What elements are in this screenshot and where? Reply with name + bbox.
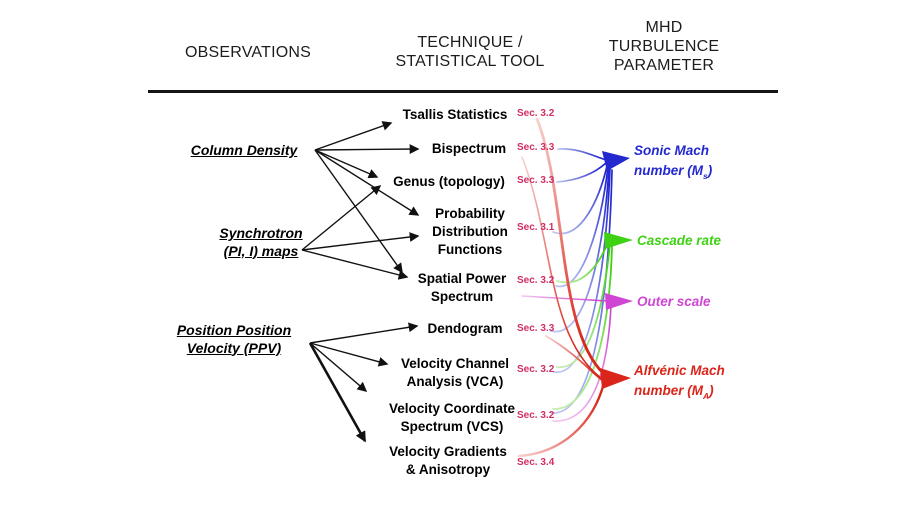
parameter-alfvenic-line2: number (MA) [634,383,714,401]
technique-sps-line: Spatial Power [417,271,507,286]
section-label-bispectrum: Sec. 3.3 [517,142,555,153]
header-divider [148,90,778,93]
technique-velgrad: Velocity Gradients & Anisotropy [358,443,538,479]
observation-ppv-line: Velocity (PPV) [186,339,282,356]
technique-pdf: Probability Distribution Functions [380,205,560,259]
section-label-vcs: Sec. 3.2 [517,410,555,421]
arrow-synchrotron-genus [301,185,382,251]
column-header-parameter-line3: PARAMETER [613,57,715,74]
section-label-dendogram: Sec. 3.3 [517,323,555,334]
column-header-parameter: MHD TURBULENCE PARAMETER [554,18,774,75]
arrow-ppv-vcs [309,342,368,392]
technique-tsallis: Tsallis Statistics [365,106,545,124]
link-genus-sonic [556,162,607,183]
link-dendogram-sonic [550,167,610,333]
parameter-alfvenic: Alfvénic Mach number (MA) [634,361,725,406]
observation-ppv-line: Position Position [176,322,292,338]
technique-dendogram-line: Dendogram [427,321,503,336]
arrowhead-sonic [602,151,630,171]
link-pdf-sonic [552,165,608,235]
arrowhead-cascade [604,232,633,249]
technique-bispectrum: Bispectrum [379,140,559,158]
link-vca-sonic [553,168,611,373]
technique-pdf-line: Functions [437,242,503,257]
arrow-synchrotron-sps [301,249,409,280]
arrowhead-outer [605,293,633,310]
parameter-alfvenic-subscript: A [703,391,710,401]
technique-vcs-line: Velocity Coordinate [388,401,516,416]
arrow-column-density-tsallis [314,121,393,151]
parameter-sonic-subscript: s [703,171,708,181]
technique-vca: Velocity Channel Analysis (VCA) [365,355,545,391]
arrowhead-alfvenic [600,368,631,389]
link-sps-sonic [555,166,609,288]
arrow-column-density-pdf [314,149,420,216]
technique-velgrad-line: & Anisotropy [405,462,491,477]
parameter-sonic-line2: number (Ms) [634,163,713,181]
parameter-outer-line1: Outer scale [637,294,711,309]
section-label-tsallis: Sec. 3.2 [517,108,555,119]
column-header-technique: TECHNIQUE / STATISTICAL TOOL [360,33,580,71]
observation-synchrotron-line: Synchrotron [219,225,303,241]
arrow-ppv-dendogram [309,322,419,344]
arrow-ppv-velgrad [308,342,367,443]
link-vcs-sonic [550,169,613,414]
link-velgrad-alfvenic [517,381,606,458]
link-bispectrum-sonic [557,148,607,161]
observation-ppv: Position Position Velocity (PPV) [149,322,319,357]
section-label-sps: Sec. 3.2 [517,275,555,286]
column-header-parameter-line1: MHD [645,19,683,36]
technique-sps-line: Spectrum [430,289,494,304]
technique-dendogram: Dendogram [375,320,555,338]
section-label-vca: Sec. 3.2 [517,364,555,375]
link-vcs-outer [552,305,612,422]
parameter-cascade-line1: Cascade rate [637,233,722,248]
observation-synchrotron-line: (PI, I) maps [223,242,299,259]
technique-bispectrum-line: Bispectrum [431,141,507,156]
arrow-synchrotron-pdf [301,232,420,251]
technique-vcs: Velocity Coordinate Spectrum (VCS) [362,400,542,436]
link-tsallis-alfvenic [535,117,606,376]
column-header-parameter-line2: TURBULENCE [608,38,720,55]
technique-pdf-line: Probability [435,206,505,221]
arrow-column-density-bispectrum [314,144,420,154]
technique-pdf-line: Distribution [432,224,508,239]
parameter-outer: Outer scale [637,292,711,312]
arrow-ppv-vca [309,342,389,367]
arrow-column-density-genus [314,149,379,179]
technique-vca-line: Velocity Channel [400,356,510,371]
column-header-technique-line1: TECHNIQUE / [417,34,523,51]
observation-column-density: Column Density [159,142,329,160]
section-label-genus: Sec. 3.3 [517,175,555,186]
link-bispectrum-alfvenic [521,156,602,379]
parameter-alfvenic-line1: Alfvénic Mach [634,363,725,378]
technique-vca-line: Analysis (VCA) [406,374,504,389]
parameter-sonic: Sonic Mach number (Ms) [634,141,712,186]
section-label-pdf: Sec. 3.1 [517,222,555,233]
technique-vcs-line: Spectrum (VCS) [400,419,504,434]
technique-velgrad-line: Velocity Gradients [389,444,507,459]
technique-sps: Spatial Power Spectrum [372,270,552,306]
link-vca-cascade [556,243,611,368]
section-label-velgrad: Sec. 3.4 [517,457,555,468]
observation-column-density-line: Column Density [190,142,298,158]
technique-tsallis-line: Tsallis Statistics [402,107,508,122]
arrow-column-density-sps [314,149,403,274]
technique-genus-line: Genus (topology) [393,174,505,189]
link-vcs-cascade [552,245,613,410]
column-header-observations: OBSERVATIONS [185,44,311,61]
column-header-technique-line2: STATISTICAL TOOL [395,53,545,70]
link-dendogram-alfvenic [545,335,603,381]
technique-genus: Genus (topology) [359,173,539,191]
parameter-cascade: Cascade rate [637,231,721,251]
observation-synchrotron: Synchrotron (PI, I) maps [176,225,346,260]
parameter-sonic-line1: Sonic Mach [634,143,710,158]
